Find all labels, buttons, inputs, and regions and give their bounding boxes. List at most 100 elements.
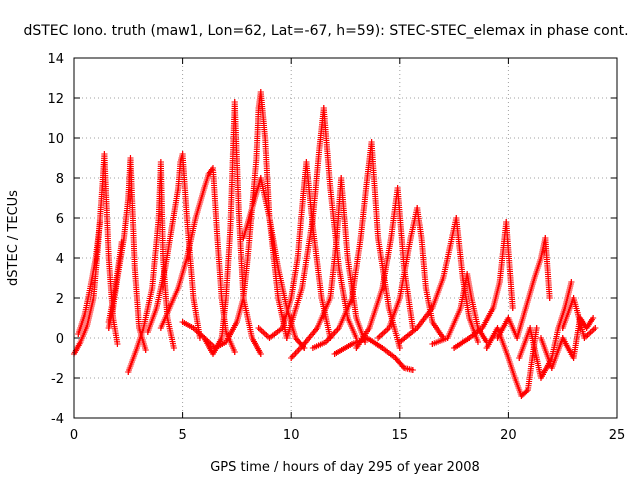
data-point — [190, 325, 197, 331]
data-point — [466, 335, 473, 341]
data-point — [249, 205, 256, 211]
data-point — [157, 159, 164, 165]
data-point — [153, 305, 160, 311]
series-arc-24 — [537, 315, 597, 371]
data-point — [112, 285, 119, 291]
data-point — [255, 105, 262, 111]
data-point — [214, 235, 221, 241]
data-point — [183, 255, 190, 261]
data-point — [318, 295, 325, 301]
data-point — [201, 185, 208, 191]
data-point — [155, 215, 162, 221]
data-point — [299, 285, 306, 291]
data-point — [316, 145, 323, 151]
data-point-markers — [429, 271, 490, 347]
data-point — [105, 325, 112, 331]
data-point — [338, 175, 345, 181]
data-point — [537, 255, 544, 261]
data-point — [496, 279, 503, 285]
data-point — [253, 155, 260, 161]
data-point — [294, 255, 301, 261]
data-point — [131, 265, 138, 271]
data-point — [518, 393, 525, 399]
data-point — [99, 185, 106, 191]
y-tick-label: 2 — [56, 292, 64, 307]
data-points — [71, 89, 599, 399]
data-point — [144, 329, 151, 335]
data-point — [105, 255, 112, 261]
data-point — [262, 135, 269, 141]
data-point — [457, 305, 464, 311]
data-point — [179, 151, 186, 157]
y-tick-label: -2 — [51, 372, 64, 387]
data-point — [292, 335, 299, 341]
data-point — [529, 355, 536, 361]
data-point — [364, 335, 371, 341]
data-point — [494, 325, 501, 331]
data-point — [388, 235, 395, 241]
data-point — [505, 355, 512, 361]
data-point — [223, 295, 230, 301]
data-point — [327, 185, 334, 191]
data-point — [468, 295, 475, 301]
data-point — [357, 235, 364, 241]
data-point — [592, 325, 599, 331]
data-point — [429, 305, 436, 311]
data-point — [92, 255, 99, 261]
data-point — [559, 335, 566, 341]
data-point — [418, 235, 425, 241]
data-point — [249, 335, 256, 341]
data-point — [429, 341, 436, 347]
data-point — [396, 295, 403, 301]
data-point — [533, 325, 540, 331]
data-point — [244, 255, 251, 261]
chart-title: dSTEC Iono. truth (maw1, Lon=62, Lat=-67… — [23, 23, 628, 39]
data-point — [409, 367, 416, 373]
data-point — [375, 235, 382, 241]
data-point — [537, 375, 544, 381]
data-point-markers — [125, 159, 177, 375]
data-point — [218, 335, 225, 341]
x-tick-label: 15 — [392, 428, 409, 443]
data-point — [97, 219, 104, 225]
data-point — [257, 175, 264, 181]
data-point — [514, 335, 521, 341]
data-point — [314, 325, 321, 331]
data-point — [125, 369, 132, 375]
data-point — [453, 215, 460, 221]
data-point — [527, 325, 534, 331]
axes: 0 5 10 15 20 25 -4 -2 0 2 4 6 8 10 12 14 — [47, 52, 625, 443]
series-arc-21 — [483, 325, 540, 399]
data-point — [77, 339, 84, 345]
data-point — [522, 305, 529, 311]
data-point — [531, 275, 538, 281]
data-point — [105, 319, 112, 325]
data-point — [118, 239, 125, 245]
data-point — [327, 295, 334, 301]
data-point — [212, 345, 219, 351]
series-arc-2 — [75, 219, 104, 337]
series-arc-5 — [125, 159, 177, 375]
data-point — [401, 365, 408, 371]
data-point — [201, 335, 208, 341]
data-point — [275, 295, 282, 301]
data-point — [210, 351, 217, 357]
data-point — [179, 319, 186, 325]
series-arc-16 — [331, 335, 416, 373]
x-tick-label: 5 — [178, 428, 186, 443]
data-point — [396, 345, 403, 351]
data-point — [177, 159, 184, 165]
data-point — [255, 325, 262, 331]
data-point — [142, 347, 149, 353]
y-tick-label: 0 — [56, 332, 64, 347]
data-point — [75, 331, 82, 337]
series-arc-19 — [429, 271, 490, 347]
data-point — [590, 315, 597, 321]
data-point — [414, 205, 421, 211]
x-tick-label: 25 — [609, 428, 626, 443]
data-point — [149, 285, 156, 291]
data-point — [464, 271, 471, 277]
data-point — [257, 89, 264, 95]
data-point — [288, 355, 295, 361]
